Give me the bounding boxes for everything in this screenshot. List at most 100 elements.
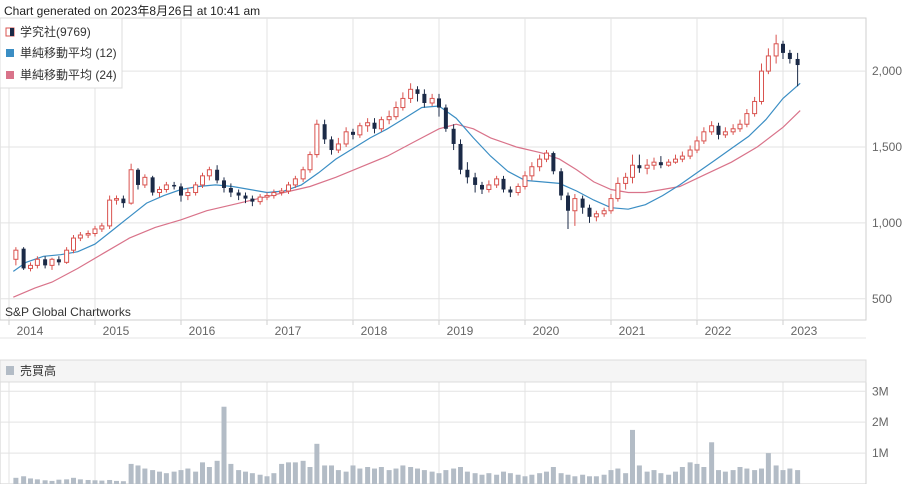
volume-bar — [558, 473, 564, 484]
candle-body-up — [71, 237, 76, 251]
volume-bar — [464, 471, 470, 484]
candle-body-down — [458, 143, 463, 170]
volume-bar — [529, 474, 535, 484]
candle-body-up — [142, 176, 148, 186]
candle-body-up — [271, 192, 277, 197]
candle-body-down — [250, 198, 255, 202]
volume-bar — [744, 468, 750, 484]
price-legend: 学究社(9769) 単純移動平均 (12) 単純移動平均 (24) — [0, 17, 123, 89]
x-tick-label: 2014 — [17, 324, 44, 338]
candle-body-up — [494, 178, 500, 186]
candle-body-up — [615, 182, 621, 200]
candle-body-down — [551, 153, 556, 172]
candle-body-up — [157, 188, 162, 194]
volume-bar — [193, 471, 199, 484]
volume-bar — [120, 481, 126, 484]
volume-bar — [163, 473, 169, 484]
candle-body-up — [128, 169, 134, 204]
volume-bar — [314, 443, 320, 484]
candle-body-down — [236, 192, 241, 196]
volume-bar — [787, 468, 793, 484]
volume-bar — [780, 470, 786, 484]
volume-bar — [537, 473, 543, 484]
volume-bar — [716, 470, 721, 484]
candle-body-up — [114, 198, 119, 201]
volume-bar — [386, 470, 392, 484]
candle-body-up — [34, 258, 40, 266]
volume-bar — [64, 479, 70, 484]
volume-bar — [114, 480, 119, 484]
volume-bar — [21, 476, 27, 484]
price-y-tick-label: 1,500 — [872, 140, 902, 154]
x-tick-label: 2023 — [791, 324, 818, 338]
legend-label-ma24: 単純移動平均 (24) — [20, 68, 117, 82]
volume-bar — [522, 476, 528, 484]
legend-label-volume: 売買高 — [20, 363, 56, 378]
volume-bar — [550, 467, 556, 484]
x-tick-label: 2017 — [275, 324, 302, 338]
volume-bar — [343, 471, 349, 484]
volume-bar — [587, 476, 592, 484]
candle-body-down — [443, 107, 448, 129]
candle-body-down — [465, 169, 470, 178]
volume-y-tick-label: 2M — [872, 415, 889, 429]
volume-bar — [694, 463, 700, 484]
candle-body-up — [386, 116, 392, 121]
x-tick-label: 2021 — [619, 324, 646, 338]
legend-label-stock: 学究社(9769) — [20, 24, 91, 39]
candle-body-up — [666, 161, 672, 166]
volume-bar — [486, 473, 492, 484]
volume-bar — [92, 480, 98, 484]
volume-bar — [443, 470, 449, 484]
candle-body-down — [150, 177, 155, 193]
volume-bar — [722, 471, 728, 484]
volume-bar — [608, 470, 614, 484]
candle-body-up — [644, 164, 650, 169]
volume-bar — [658, 473, 664, 484]
candle-body-down — [21, 248, 26, 269]
legend-candle-marker — [5, 27, 15, 37]
x-tick-label: 2018 — [361, 324, 388, 338]
volume-bar — [372, 468, 377, 484]
candle-body-up — [601, 210, 607, 215]
ma12-line — [12, 82, 801, 272]
candle-body-down — [43, 259, 48, 266]
price-y-tick-label: 1,000 — [872, 216, 902, 230]
volume-bar — [451, 468, 457, 484]
ma12-series — [12, 82, 801, 272]
candle-body-up — [752, 100, 758, 115]
candle-body-down — [215, 169, 220, 181]
volume-bar — [393, 468, 399, 484]
volume-bar — [206, 467, 212, 484]
legend-ma12-marker — [6, 49, 14, 57]
candle-body-up — [200, 175, 205, 186]
volume-bar — [759, 468, 764, 484]
volume-bar — [128, 463, 134, 484]
volume-bar — [565, 474, 571, 484]
volume-bar — [795, 470, 801, 484]
volume-bar — [185, 468, 191, 484]
candle-body-up — [49, 258, 55, 266]
candle-body-up — [572, 198, 578, 212]
candle-body-down — [637, 165, 642, 169]
volume-bar — [544, 471, 549, 484]
volume-y-tick-label: 1M — [872, 446, 889, 460]
candle-body-up — [608, 198, 614, 212]
price-y-tick-label: 500 — [872, 292, 892, 306]
volume-bar — [329, 465, 334, 484]
candle-body-up — [400, 97, 406, 109]
volume-y-tick-label: 3M — [872, 384, 889, 398]
volume-bar — [200, 462, 205, 484]
volume-bar — [636, 465, 642, 484]
volume-bar — [271, 473, 277, 484]
volume-bar — [34, 479, 40, 484]
volume-y-axis: 1M 2M 3M — [872, 384, 889, 460]
candle-body-down — [121, 198, 126, 204]
volume-bar — [687, 462, 693, 484]
volume-bar — [49, 480, 55, 484]
candle-body-down — [480, 184, 484, 190]
candle-body-down — [56, 259, 61, 263]
candle-body-up — [408, 88, 414, 99]
candle-body-up — [92, 228, 98, 234]
candle-body-up — [486, 184, 492, 190]
